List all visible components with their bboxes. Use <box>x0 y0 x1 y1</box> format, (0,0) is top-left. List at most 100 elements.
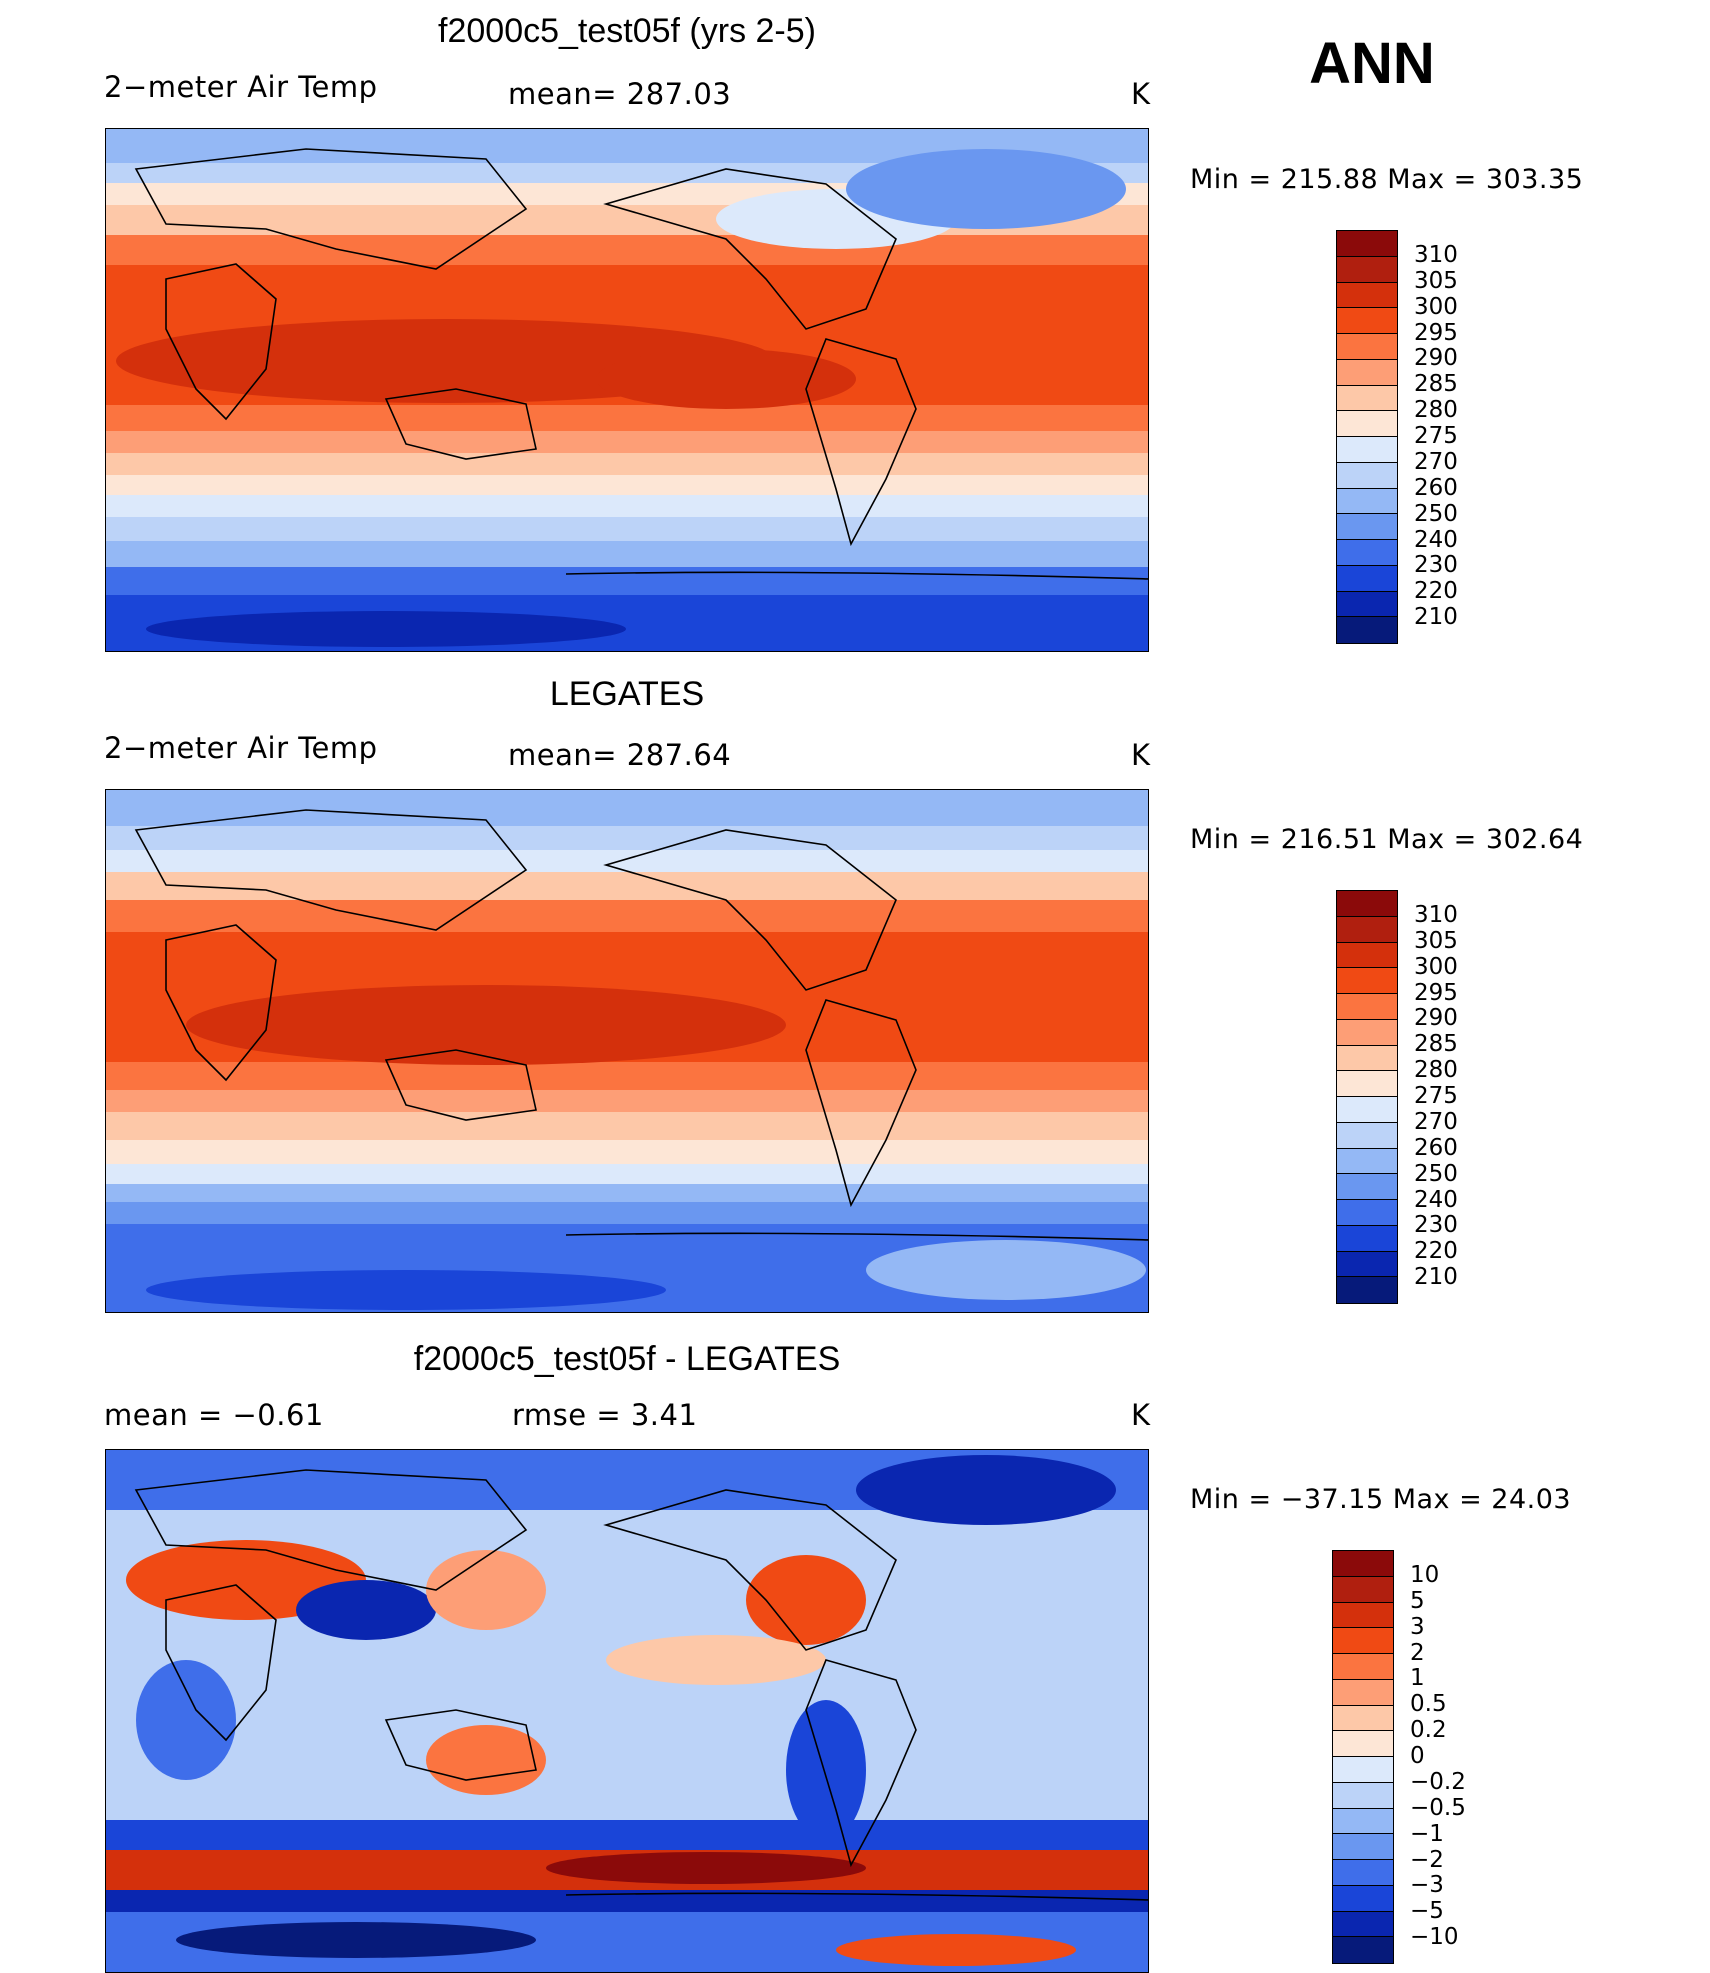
colorbar-segment <box>1333 1757 1393 1783</box>
colorbar-segment <box>1337 916 1397 943</box>
colorbar-tick-label: 220 <box>1414 1238 1458 1265</box>
colorbar-tick-label: −1 <box>1410 1820 1444 1847</box>
panel2-variable-label: 2−meter Air Temp <box>104 731 378 765</box>
colorbar-tick-label: 290 <box>1414 1005 1458 1032</box>
panel1-units-label: K <box>1131 77 1151 111</box>
colorbar-tick-label: 300 <box>1414 953 1458 980</box>
colorbar-segment <box>1337 359 1397 386</box>
panel3-minmax-label: Min = −37.15 Max = 24.03 <box>1190 1484 1572 1515</box>
colorbar-segment <box>1337 231 1397 257</box>
colorbar-segment <box>1337 1251 1397 1278</box>
colorbar-tick-label: 5 <box>1410 1587 1425 1614</box>
colorbar-tick-label: 1 <box>1410 1665 1425 1692</box>
colorbar-tick-label: 210 <box>1414 604 1458 631</box>
colorbar-tick-label: 250 <box>1414 1160 1458 1187</box>
colorbar-segment <box>1333 1705 1393 1732</box>
panel3-colorbar-ticks: 10 5 3 2 1 0.5 0.2 0 −0.2 −0.5 −1 −2 −3 −5 −10 <box>1410 1550 1510 1964</box>
colorbar-segment <box>1337 334 1397 360</box>
colorbar-segment <box>1333 1576 1393 1603</box>
colorbar-segment <box>1337 968 1397 994</box>
colorbar-tick-label: 240 <box>1414 1186 1458 1213</box>
colorbar-tick-label: 305 <box>1414 927 1458 954</box>
colorbar-tick-label: −10 <box>1410 1924 1459 1951</box>
colorbar-tick-label: −0.5 <box>1410 1794 1466 1821</box>
colorbar-segment <box>1337 1148 1397 1175</box>
colorbar-tick-label: 250 <box>1414 500 1458 527</box>
panel2-map-field <box>106 790 1148 1312</box>
panel2-title: LEGATES <box>549 675 705 713</box>
colorbar-tick-label: 285 <box>1414 371 1458 398</box>
colorbar-segment <box>1337 488 1397 515</box>
panel1-map <box>105 128 1149 652</box>
panel3-units-label: K <box>1131 1398 1151 1432</box>
colorbar-segment <box>1337 411 1397 437</box>
colorbar-tick-label: 295 <box>1414 319 1458 346</box>
colorbar-segment <box>1337 462 1397 489</box>
colorbar-segment <box>1337 1200 1397 1226</box>
colorbar-segment <box>1337 942 1397 969</box>
colorbar-segment <box>1337 1122 1397 1149</box>
panel2-mean-label: mean= 287.64 <box>508 738 732 772</box>
colorbar-tick-label: 2 <box>1410 1639 1425 1666</box>
colorbar-segment <box>1337 565 1397 592</box>
panel1-colorbar <box>1336 230 1398 644</box>
colorbar-segment <box>1337 1071 1397 1097</box>
colorbar-segment <box>1333 1937 1393 1963</box>
colorbar-segment <box>1333 1860 1393 1886</box>
colorbar-segment <box>1337 591 1397 618</box>
panel1-minmax-label: Min = 215.88 Max = 303.35 <box>1190 164 1584 195</box>
colorbar-segment <box>1337 256 1397 283</box>
colorbar-segment <box>1333 1654 1393 1680</box>
colorbar-segment <box>1337 385 1397 412</box>
panel3-title: f2000c5_test05f - LEGATES <box>413 1340 841 1378</box>
colorbar-segment <box>1337 1019 1397 1046</box>
colorbar-tick-label: 220 <box>1414 578 1458 605</box>
colorbar-segment <box>1337 1045 1397 1072</box>
colorbar-segment <box>1333 1911 1393 1938</box>
colorbar-segment <box>1337 437 1397 463</box>
season-label: ANN <box>1309 31 1435 96</box>
panel1-map-field <box>106 129 1148 651</box>
panel1-title: f2000c5_test05f (yrs 2-5) <box>438 12 816 50</box>
panel3-rmse-label: rmse = 3.41 <box>512 1398 698 1432</box>
colorbar-segment <box>1337 994 1397 1020</box>
colorbar-tick-label: 270 <box>1414 1108 1458 1135</box>
colorbar-segment <box>1337 1097 1397 1123</box>
colorbar-segment <box>1337 308 1397 334</box>
panel1-variable-label: 2−meter Air Temp <box>104 70 378 104</box>
colorbar-tick-label: 0.2 <box>1410 1717 1447 1744</box>
colorbar-tick-label: 280 <box>1414 1057 1458 1084</box>
colorbar-tick-label: −5 <box>1410 1898 1444 1925</box>
colorbar-tick-label: 310 <box>1414 901 1458 928</box>
colorbar-tick-label: 240 <box>1414 526 1458 553</box>
colorbar-segment <box>1333 1834 1393 1860</box>
colorbar-segment <box>1333 1628 1393 1654</box>
colorbar-tick-label: 310 <box>1414 241 1458 268</box>
panel2-minmax-label: Min = 216.51 Max = 302.64 <box>1190 824 1584 855</box>
colorbar-segment <box>1333 1679 1393 1706</box>
colorbar-tick-label: 275 <box>1414 1083 1458 1109</box>
panel2-colorbar <box>1336 890 1398 1304</box>
panel3-map-field <box>106 1450 1148 1972</box>
colorbar-segment <box>1337 1277 1397 1303</box>
colorbar-tick-label: 270 <box>1414 448 1458 475</box>
panel3-map <box>105 1449 1149 1973</box>
colorbar-segment <box>1337 1225 1397 1252</box>
colorbar-segment <box>1333 1602 1393 1629</box>
colorbar-tick-label: 295 <box>1414 979 1458 1006</box>
colorbar-tick-label: 10 <box>1410 1561 1440 1588</box>
colorbar-tick-label: 285 <box>1414 1031 1458 1058</box>
colorbar-tick-label: 0 <box>1410 1743 1425 1769</box>
colorbar-tick-label: −0.2 <box>1410 1768 1466 1795</box>
colorbar-tick-label: 275 <box>1414 423 1458 449</box>
colorbar-segment <box>1337 891 1397 917</box>
panel2-units-label: K <box>1131 738 1151 772</box>
colorbar-tick-label: 230 <box>1414 552 1458 579</box>
colorbar-tick-label: 230 <box>1414 1212 1458 1239</box>
panel1-mean-label: mean= 287.03 <box>508 77 732 111</box>
colorbar-tick-label: 260 <box>1414 474 1458 501</box>
colorbar-segment <box>1333 1885 1393 1912</box>
panel2-map <box>105 789 1149 1313</box>
colorbar-segment <box>1333 1731 1393 1757</box>
colorbar-tick-label: 3 <box>1410 1613 1425 1640</box>
